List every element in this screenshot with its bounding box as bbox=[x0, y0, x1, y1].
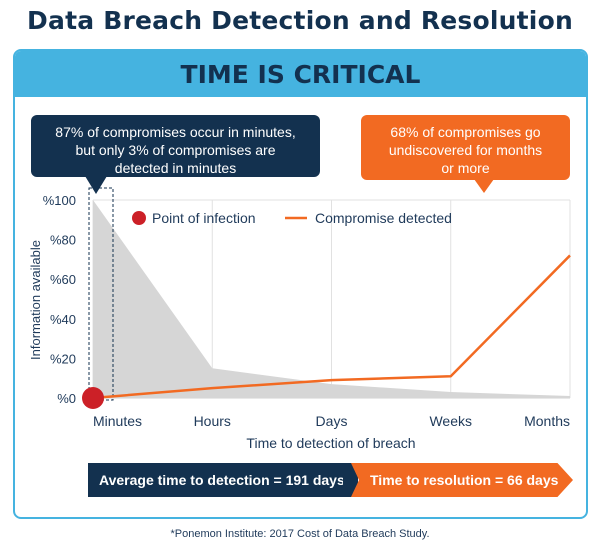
x-axis-label: Time to detection of breach bbox=[246, 435, 415, 451]
y-tick-label: %100 bbox=[43, 193, 76, 208]
source-footnote: *Ponemon Institute: 2017 Cost of Data Br… bbox=[170, 528, 430, 540]
legend-label-infection: Point of infection bbox=[152, 210, 256, 226]
x-tick-labels: Minutes Hours Days Weeks Months bbox=[93, 413, 570, 429]
band-arrow-notch bbox=[343, 463, 358, 497]
x-tick-label: Minutes bbox=[93, 413, 142, 429]
y-tick-label: %0 bbox=[57, 391, 76, 406]
callout-minutes-pointer bbox=[85, 176, 107, 194]
y-tick-labels: %0 %20 %40 %60 %80 %100 bbox=[43, 193, 76, 406]
infection-point bbox=[82, 387, 104, 409]
x-tick-label: Months bbox=[524, 413, 570, 429]
resolution-time-band: Time to resolution = 66 days bbox=[351, 463, 573, 497]
legend-marker-infection bbox=[132, 211, 146, 225]
callout-minutes-line-3: detected in minutes bbox=[114, 160, 237, 176]
callout-months: 68% of compromises go undiscovered for m… bbox=[361, 115, 570, 180]
banner-title: TIME IS CRITICAL bbox=[15, 51, 586, 97]
callout-minutes: 87% of compromises occur in minutes, but… bbox=[31, 115, 320, 177]
callout-minutes-line-1: 87% of compromises occur in minutes, bbox=[55, 124, 296, 140]
legend-label-detection: Compromise detected bbox=[315, 210, 452, 226]
callout-minutes-line-2: but only 3% of compromises are bbox=[75, 142, 276, 158]
callout-months-line-1: 68% of compromises go bbox=[390, 124, 541, 140]
x-tick-label: Weeks bbox=[429, 413, 472, 429]
y-tick-label: %20 bbox=[50, 351, 76, 366]
callout-months-line-2: undiscovered for months bbox=[388, 142, 543, 158]
callout-months-pointer bbox=[474, 179, 494, 193]
legend: Point of infection Compromise detected bbox=[132, 210, 452, 226]
x-tick-label: Days bbox=[316, 413, 348, 429]
callout-months-line-3: or more bbox=[441, 160, 490, 176]
page-title: Data Breach Detection and Resolution bbox=[27, 6, 573, 35]
y-tick-label: %60 bbox=[50, 272, 76, 287]
y-tick-label: %80 bbox=[50, 233, 76, 248]
x-tick-label: Hours bbox=[194, 413, 231, 429]
detection-line bbox=[92, 254, 571, 400]
detection-time-band: Average time to detection = 191 days bbox=[88, 463, 358, 497]
y-axis-label: Information available bbox=[28, 240, 43, 360]
y-tick-label: %40 bbox=[50, 312, 76, 327]
infection-area bbox=[93, 200, 570, 398]
